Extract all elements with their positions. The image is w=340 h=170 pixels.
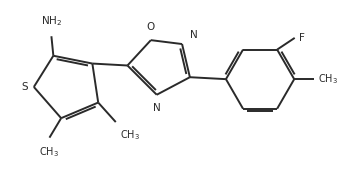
Text: N: N <box>190 30 198 40</box>
Text: O: O <box>147 22 155 32</box>
Text: F: F <box>299 33 305 43</box>
Text: S: S <box>21 82 28 92</box>
Text: CH$_3$: CH$_3$ <box>39 146 60 159</box>
Text: CH$_3$: CH$_3$ <box>120 128 140 142</box>
Text: N: N <box>153 103 160 113</box>
Text: CH$_3$: CH$_3$ <box>318 72 338 86</box>
Text: NH$_2$: NH$_2$ <box>41 15 62 28</box>
